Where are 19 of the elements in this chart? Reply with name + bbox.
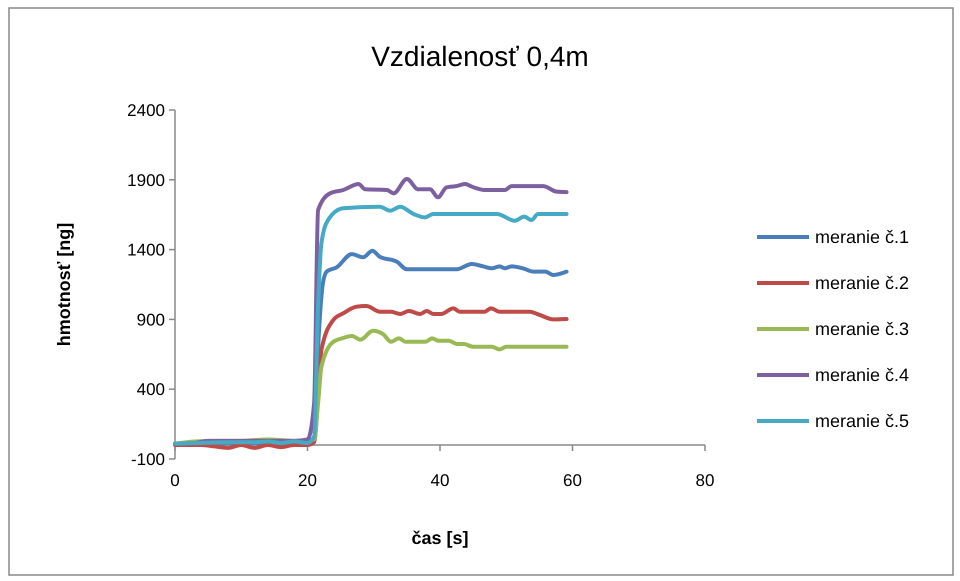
- y-tick-label: 1900: [127, 170, 165, 190]
- legend-label: meranie č.5: [815, 411, 910, 431]
- legend-label: meranie č.3: [815, 319, 910, 339]
- legend-label: meranie č.4: [815, 365, 910, 385]
- x-tick-label: 80: [696, 471, 714, 490]
- y-tick-label: 1400: [127, 240, 165, 260]
- y-axis-title: hmotnosť [ng]: [54, 222, 74, 346]
- x-tick-label: 0: [170, 471, 180, 490]
- y-tick-label: 400: [136, 380, 165, 400]
- y-tick-label: 2400: [127, 101, 165, 120]
- x-tick-label: 40: [430, 471, 450, 490]
- x-tick-label: 20: [298, 471, 317, 490]
- chart-title: Vzdialenosť 0,4m: [371, 41, 589, 72]
- x-axis-title: čas [s]: [411, 528, 469, 548]
- legend-label: meranie č.1: [815, 227, 910, 247]
- legend-label: meranie č.2: [815, 273, 910, 293]
- y-tick-label: 900: [136, 310, 165, 330]
- y-tick-label: -100: [130, 450, 165, 469]
- x-tick-label: 60: [563, 471, 582, 490]
